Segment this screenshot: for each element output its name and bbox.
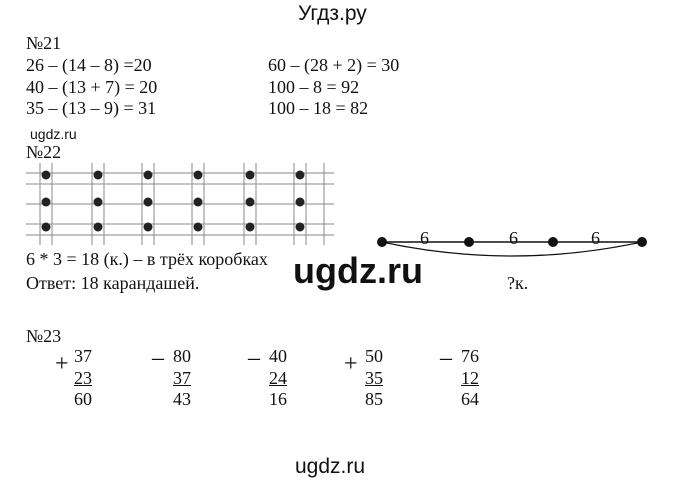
plus-sign-1: + bbox=[55, 351, 69, 377]
task21-right-line-3: 100 – 18 = 82 bbox=[268, 98, 369, 118]
col4-b: 35 bbox=[365, 368, 383, 388]
col4-a: 50 bbox=[365, 346, 383, 366]
task21-right-line-1: 60 – (28 + 2) = 30 bbox=[268, 55, 400, 75]
task21-left-line-2: 40 – (13 + 7) = 20 bbox=[26, 77, 158, 97]
task22-label: №22 bbox=[26, 142, 62, 162]
col4-result: 85 bbox=[365, 389, 383, 409]
minus-sign-5: – bbox=[440, 345, 452, 371]
col5-a: 76 bbox=[461, 346, 479, 366]
col1-result: 60 bbox=[74, 389, 92, 409]
col2-b: 37 bbox=[173, 368, 191, 388]
task22-answer: Ответ: 18 карандашей. bbox=[26, 273, 200, 293]
col2-a: 80 bbox=[173, 346, 191, 366]
bottom-watermark: ugdz.ru bbox=[295, 455, 366, 478]
minus-sign-2: – bbox=[152, 345, 164, 371]
task21-right-line-2: 100 – 8 = 92 bbox=[268, 77, 360, 97]
col1-a: 37 bbox=[74, 346, 92, 366]
segment-label-1: 6 bbox=[420, 228, 429, 248]
col3-result: 16 bbox=[269, 389, 287, 409]
segment-label-3: 6 bbox=[591, 228, 600, 248]
col5-b: 12 bbox=[461, 368, 479, 388]
col3-b: 24 bbox=[269, 368, 287, 388]
segment-diagram bbox=[377, 237, 647, 257]
center-watermark: ugdz.ru bbox=[293, 250, 423, 291]
task21-left-line-3: 35 – (13 – 9) = 31 bbox=[26, 98, 157, 118]
segment-label-2: 6 bbox=[509, 228, 518, 248]
pencil-boxes-grid bbox=[26, 163, 334, 245]
col2-result: 43 bbox=[173, 389, 191, 409]
col5-result: 64 bbox=[461, 389, 479, 409]
small-watermark: ugdz.ru bbox=[30, 126, 77, 142]
task21-left-line-1: 26 – (14 – 8) =20 bbox=[26, 55, 152, 75]
col3-a: 40 bbox=[269, 346, 287, 366]
site-title: Угдз.ру bbox=[298, 2, 367, 25]
plus-sign-4: + bbox=[344, 351, 358, 377]
col1-b: 23 bbox=[74, 368, 92, 388]
segment-total-label: ?к. bbox=[507, 273, 529, 293]
task22-equation: 6 * 3 = 18 (к.) – в трёх коробках bbox=[26, 249, 268, 269]
task21-label: №21 bbox=[26, 33, 62, 53]
task23-label: №23 bbox=[26, 326, 62, 346]
minus-sign-3: – bbox=[248, 345, 260, 371]
